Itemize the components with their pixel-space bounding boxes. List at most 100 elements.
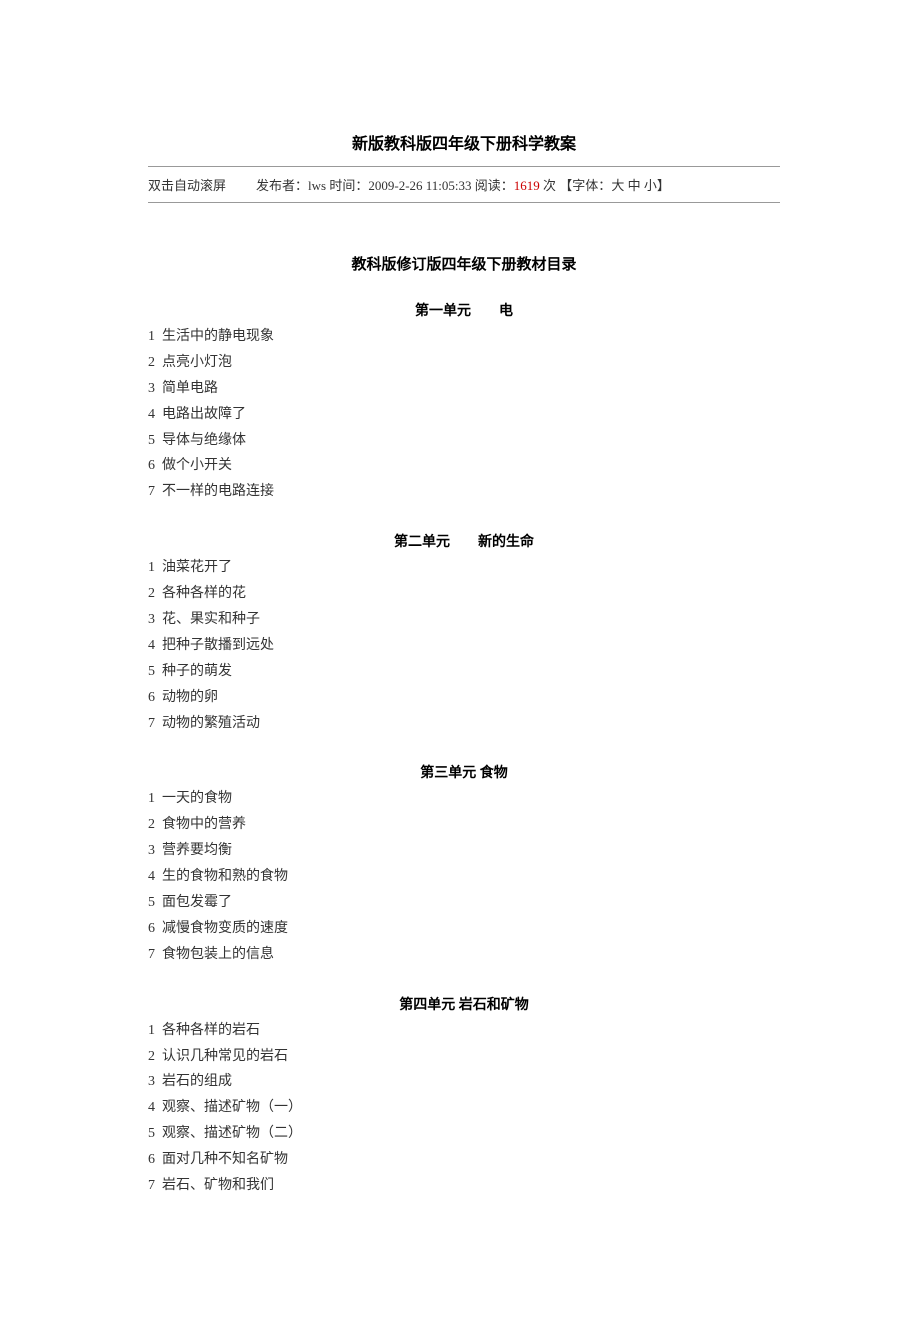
unit-heading: 第四单元 岩石和矿物 [148,994,780,1014]
toc-item-text: 面包发霉了 [162,895,232,910]
autoscroll-link[interactable]: 双击自动滚屏 [148,178,226,193]
toc-item-number: 6 [148,1147,162,1173]
toc-item-number: 5 [148,659,162,685]
time-value: 2009-2-26 11:05:33 [368,178,471,193]
toc-item: 3花、果实和种子 [148,607,780,633]
toc-item-text: 花、果实和种子 [162,612,260,627]
divider-bottom [148,202,780,203]
toc-item-text: 不一样的电路连接 [162,484,274,499]
toc-item-number: 5 [148,428,162,454]
toc-item-text: 生活中的静电现象 [162,329,274,344]
toc-item-number: 7 [148,711,162,737]
toc-item-text: 观察、描述矿物（二） [162,1126,302,1141]
toc-item-number: 3 [148,838,162,864]
toc-item: 7动物的繁殖活动 [148,711,780,737]
toc-item-number: 1 [148,555,162,581]
toc-item-text: 食物中的营养 [162,817,246,832]
toc-item: 1各种各样的岩石 [148,1018,780,1044]
toc-item-text: 动物的繁殖活动 [162,716,260,731]
toc-item-text: 做个小开关 [162,458,232,473]
time-label: 时间： [329,178,368,193]
toc-item-number: 4 [148,633,162,659]
toc-item: 2食物中的营养 [148,812,780,838]
font-large-link[interactable]: 大 [611,178,624,193]
toc-item-text: 导体与绝缘体 [162,433,246,448]
toc-item-text: 营养要均衡 [162,843,232,858]
toc-item-text: 面对几种不知名矿物 [162,1152,288,1167]
toc-item-text: 简单电路 [162,381,218,396]
toc-item: 7食物包装上的信息 [148,942,780,968]
divider-top [148,166,780,167]
toc-item: 4生的食物和熟的食物 [148,864,780,890]
toc-item-text: 动物的卵 [162,690,218,705]
toc-item-number: 4 [148,402,162,428]
read-label: 阅读： [475,178,514,193]
toc-item-text: 岩石、矿物和我们 [162,1178,274,1193]
toc-item-text: 减慢食物变质的速度 [162,921,288,936]
toc-item-number: 7 [148,942,162,968]
toc-item-text: 种子的萌发 [162,664,232,679]
toc-item-text: 一天的食物 [162,791,232,806]
font-medium-link[interactable]: 中 [628,178,641,193]
toc-item-text: 生的食物和熟的食物 [162,869,288,884]
toc-item: 4把种子散播到远处 [148,633,780,659]
toc-item: 2点亮小灯泡 [148,350,780,376]
toc-item-text: 食物包装上的信息 [162,947,274,962]
toc-item: 4电路出故障了 [148,402,780,428]
toc-item-number: 7 [148,479,162,505]
toc-item-text: 把种子散播到远处 [162,638,274,653]
unit-heading: 第一单元 电 [148,300,780,320]
toc-item: 3岩石的组成 [148,1069,780,1095]
toc-item-number: 3 [148,376,162,402]
toc-item-text: 观察、描述矿物（一） [162,1100,302,1115]
toc-item-number: 7 [148,1173,162,1199]
toc-item-number: 6 [148,916,162,942]
toc-item-number: 3 [148,607,162,633]
toc-item-number: 5 [148,890,162,916]
toc-item: 5种子的萌发 [148,659,780,685]
read-count: 1619 [514,178,540,193]
toc-item-number: 2 [148,350,162,376]
toc-item-number: 6 [148,453,162,479]
toc-item: 7岩石、矿物和我们 [148,1173,780,1199]
toc-item-number: 3 [148,1069,162,1095]
toc-item-number: 2 [148,1044,162,1070]
publisher-name: lws [308,178,326,193]
toc-item-number: 6 [148,685,162,711]
toc-item-number: 5 [148,1121,162,1147]
meta-line: 双击自动滚屏 发布者：lws 时间：2009-2-26 11:05:33 阅读：1… [148,175,780,194]
page-main-title: 新版教科版四年级下册科学教案 [148,130,780,154]
toc-item-number: 1 [148,324,162,350]
toc-item: 4观察、描述矿物（一） [148,1095,780,1121]
toc-item: 7不一样的电路连接 [148,479,780,505]
toc-item: 2各种各样的花 [148,581,780,607]
toc-item: 5面包发霉了 [148,890,780,916]
toc-item: 5观察、描述矿物（二） [148,1121,780,1147]
toc-container: 第一单元 电1生活中的静电现象2点亮小灯泡3简单电路4电路出故障了5导体与绝缘体… [148,300,780,1199]
toc-item: 1油菜花开了 [148,555,780,581]
toc-item: 2认识几种常见的岩石 [148,1044,780,1070]
font-close-bracket: 】 [657,178,670,193]
read-suffix: 次 [543,178,556,193]
toc-item: 1生活中的静电现象 [148,324,780,350]
toc-item: 6做个小开关 [148,453,780,479]
toc-item: 3营养要均衡 [148,838,780,864]
toc-item-text: 点亮小灯泡 [162,355,232,370]
toc-item: 6面对几种不知名矿物 [148,1147,780,1173]
unit-heading: 第三单元 食物 [148,762,780,782]
publisher-label: 发布者： [256,178,308,193]
toc-item-number: 1 [148,1018,162,1044]
toc-item-number: 1 [148,786,162,812]
toc-item-text: 认识几种常见的岩石 [162,1049,288,1064]
toc-item: 5导体与绝缘体 [148,428,780,454]
toc-item: 6减慢食物变质的速度 [148,916,780,942]
toc-item: 3简单电路 [148,376,780,402]
toc-item-number: 2 [148,581,162,607]
font-small-link[interactable]: 小 [644,178,657,193]
toc-item-text: 岩石的组成 [162,1074,232,1089]
font-label: 【字体： [559,178,611,193]
toc-item-number: 4 [148,864,162,890]
toc-item-text: 各种各样的岩石 [162,1023,260,1038]
toc-item: 1一天的食物 [148,786,780,812]
toc-item-number: 4 [148,1095,162,1121]
